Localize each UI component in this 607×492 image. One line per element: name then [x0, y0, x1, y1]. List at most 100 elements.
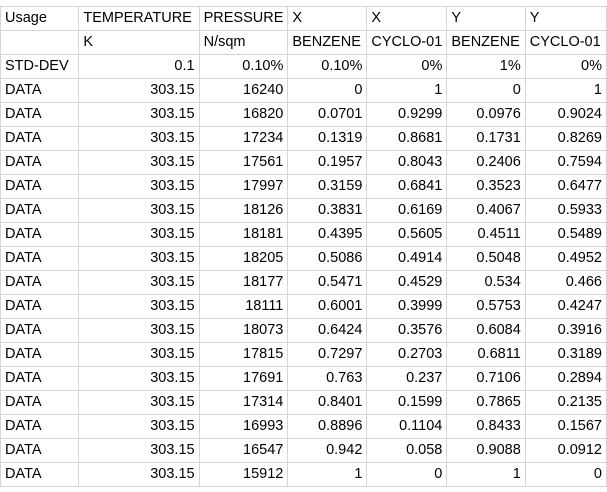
cell[interactable]: 0.8401 — [287, 390, 368, 415]
cell[interactable]: 0.9299 — [366, 102, 448, 127]
cell[interactable]: 0.8269 — [524, 126, 607, 151]
cell[interactable] — [0, 30, 80, 55]
cell[interactable]: BENZENE — [446, 30, 526, 55]
cell[interactable]: 0.4247 — [524, 294, 607, 319]
cell[interactable]: 0.8433 — [446, 414, 526, 439]
cell[interactable]: 17234 — [198, 126, 289, 151]
cell[interactable]: 303.15 — [78, 198, 200, 223]
cell[interactable]: 0.942 — [287, 438, 368, 463]
cell[interactable]: 0.6841 — [366, 174, 448, 199]
cell[interactable]: 0.058 — [366, 438, 448, 463]
cell[interactable]: 18177 — [198, 270, 289, 295]
cell[interactable]: 0.4529 — [366, 270, 448, 295]
cell[interactable]: 0.6424 — [287, 318, 368, 343]
cell[interactable]: 0 — [366, 462, 448, 487]
cell[interactable]: 0.3159 — [287, 174, 368, 199]
cell[interactable]: 0.6477 — [524, 174, 607, 199]
cell[interactable]: 0.7594 — [524, 150, 607, 175]
cell[interactable]: 0.763 — [287, 366, 368, 391]
cell[interactable]: 0.1599 — [366, 390, 448, 415]
cell[interactable]: 0.4914 — [366, 246, 448, 271]
cell[interactable]: 0% — [524, 54, 607, 79]
cell[interactable]: 0.1567 — [524, 414, 607, 439]
cell[interactable]: 17815 — [198, 342, 289, 367]
cell[interactable]: X — [366, 6, 448, 31]
cell[interactable]: 303.15 — [78, 390, 200, 415]
cell[interactable]: 0.2894 — [524, 366, 607, 391]
cell[interactable]: 303.15 — [78, 222, 200, 247]
cell[interactable]: 0.8896 — [287, 414, 368, 439]
cell[interactable]: K — [78, 30, 200, 55]
cell[interactable]: 0.2406 — [446, 150, 526, 175]
cell[interactable]: 1 — [287, 462, 368, 487]
cell[interactable]: 0.7106 — [446, 366, 526, 391]
cell[interactable]: 18126 — [198, 198, 289, 223]
cell[interactable]: 303.15 — [78, 246, 200, 271]
cell[interactable]: Y — [446, 6, 526, 31]
cell[interactable]: 0.1104 — [366, 414, 448, 439]
cell[interactable]: 303.15 — [78, 366, 200, 391]
cell[interactable]: 303.15 — [78, 318, 200, 343]
cell[interactable]: 0.3523 — [446, 174, 526, 199]
cell[interactable]: 1 — [524, 78, 607, 103]
cell[interactable]: DATA — [0, 150, 80, 175]
cell[interactable]: 303.15 — [78, 102, 200, 127]
cell[interactable]: 0.4952 — [524, 246, 607, 271]
cell[interactable]: 0.8681 — [366, 126, 448, 151]
cell[interactable]: DATA — [0, 438, 80, 463]
cell[interactable]: DATA — [0, 270, 80, 295]
cell[interactable]: DATA — [0, 222, 80, 247]
cell[interactable]: 0.3916 — [524, 318, 607, 343]
cell[interactable]: 17691 — [198, 366, 289, 391]
cell[interactable]: 0.6811 — [446, 342, 526, 367]
cell[interactable]: 0.5753 — [446, 294, 526, 319]
cell[interactable]: 0.8043 — [366, 150, 448, 175]
cell[interactable]: 0 — [287, 78, 368, 103]
cell[interactable]: DATA — [0, 102, 80, 127]
cell[interactable]: 0.4067 — [446, 198, 526, 223]
cell[interactable]: N/sqm — [198, 30, 289, 55]
cell[interactable]: 0% — [366, 54, 448, 79]
cell[interactable]: 0.3576 — [366, 318, 448, 343]
cell[interactable]: X — [287, 6, 368, 31]
cell[interactable]: 17314 — [198, 390, 289, 415]
cell[interactable]: CYCLO-01 — [524, 30, 607, 55]
cell[interactable]: DATA — [0, 294, 80, 319]
cell[interactable]: DATA — [0, 198, 80, 223]
cell[interactable]: 0.0976 — [446, 102, 526, 127]
cell[interactable]: 303.15 — [78, 126, 200, 151]
cell[interactable]: Usage — [0, 6, 80, 31]
cell[interactable]: 0.0701 — [287, 102, 368, 127]
cell[interactable]: 16240 — [198, 78, 289, 103]
cell[interactable]: DATA — [0, 246, 80, 271]
cell[interactable]: 18111 — [198, 294, 289, 319]
cell[interactable]: 18205 — [198, 246, 289, 271]
cell[interactable]: 303.15 — [78, 438, 200, 463]
cell[interactable]: 0.3189 — [524, 342, 607, 367]
cell[interactable]: 0.10% — [287, 54, 368, 79]
cell[interactable]: Y — [524, 6, 607, 31]
cell[interactable]: 0.7865 — [446, 390, 526, 415]
cell[interactable]: 0.6169 — [366, 198, 448, 223]
cell[interactable]: 0.1957 — [287, 150, 368, 175]
cell[interactable]: TEMPERATURE — [78, 6, 200, 31]
cell[interactable]: 303.15 — [78, 342, 200, 367]
cell[interactable]: DATA — [0, 414, 80, 439]
cell[interactable]: PRESSURE — [198, 6, 289, 31]
cell[interactable]: 18073 — [198, 318, 289, 343]
cell[interactable]: DATA — [0, 390, 80, 415]
cell[interactable]: DATA — [0, 318, 80, 343]
cell[interactable]: 0.4511 — [446, 222, 526, 247]
cell[interactable]: BENZENE — [287, 30, 368, 55]
cell[interactable]: DATA — [0, 174, 80, 199]
cell[interactable]: 0.5489 — [524, 222, 607, 247]
cell[interactable]: 303.15 — [78, 462, 200, 487]
cell[interactable]: 0.7297 — [287, 342, 368, 367]
cell[interactable]: 0 — [446, 78, 526, 103]
cell[interactable]: 0.534 — [446, 270, 526, 295]
cell[interactable]: 1 — [446, 462, 526, 487]
cell[interactable]: 0.5933 — [524, 198, 607, 223]
cell[interactable]: 0.1731 — [446, 126, 526, 151]
cell[interactable]: 0.1 — [78, 54, 200, 79]
cell[interactable]: 303.15 — [78, 78, 200, 103]
